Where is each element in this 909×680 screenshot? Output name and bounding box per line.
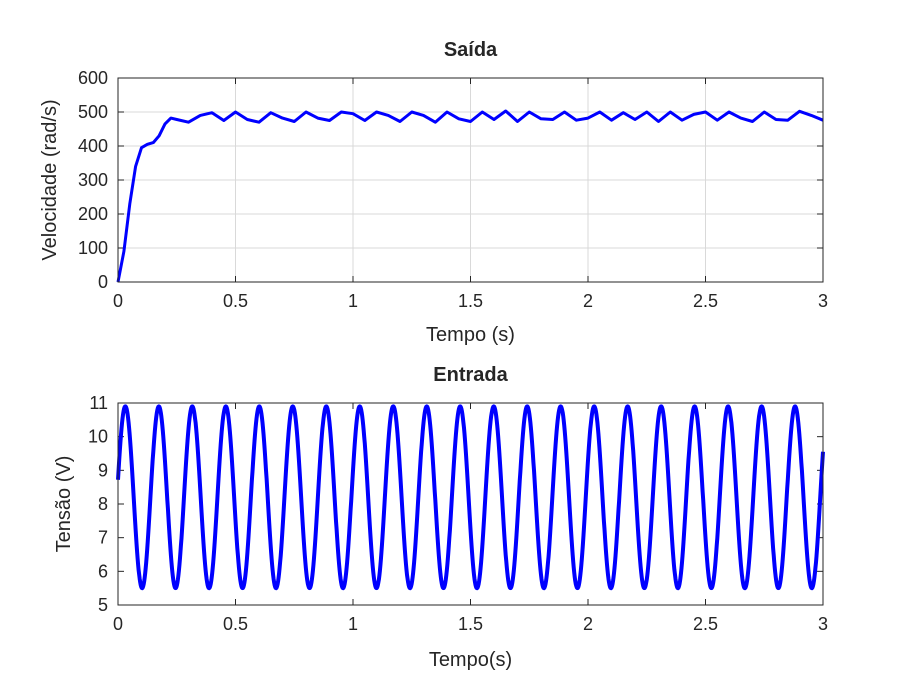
- chart-saida-title: Saída: [444, 39, 498, 61]
- x-tick-label: 0: [113, 614, 123, 634]
- x-tick-label: 1.5: [458, 614, 483, 634]
- y-tick-label: 400: [78, 136, 108, 156]
- y-tick-label: 9: [98, 460, 108, 480]
- chart-saida-x-label: Tempo (s): [426, 324, 515, 346]
- chart-entrada-line: [116, 404, 825, 591]
- x-tick-label: 2.5: [693, 291, 718, 311]
- y-tick-label: 500: [78, 102, 108, 122]
- chart-saida-frame: [117, 77, 824, 283]
- y-tick-label: 11: [89, 393, 108, 413]
- chart-entrada-frame: [117, 402, 824, 606]
- x-tick-label: 1.5: [458, 291, 483, 311]
- chart-entrada-y-ticks: 5 6 7 8 9 10 11: [88, 393, 823, 615]
- chart-saida-y-ticks: 0 100 200 300 400 500 600: [78, 68, 823, 292]
- x-tick-label: 0.5: [223, 614, 248, 634]
- y-tick-label: 600: [78, 68, 108, 88]
- y-tick-label: 5: [98, 595, 108, 615]
- y-tick-label: 300: [78, 170, 108, 190]
- y-tick-label: 8: [98, 494, 108, 514]
- chart-entrada-x-ticks: 0 0.5 1 1.5 2 2.5 3: [113, 403, 828, 634]
- x-tick-label: 2.5: [693, 614, 718, 634]
- x-tick-label: 2: [583, 291, 593, 311]
- chart-entrada-title: Entrada: [433, 364, 508, 386]
- chart-saida-y-label: Velocidade (rad/s): [39, 99, 61, 260]
- x-tick-label: 0.5: [223, 291, 248, 311]
- y-tick-label: 100: [78, 238, 108, 258]
- chart-entrada-x-label: Tempo(s): [429, 649, 512, 671]
- x-tick-label: 0: [113, 291, 123, 311]
- x-tick-label: 1: [348, 614, 358, 634]
- y-tick-label: 200: [78, 204, 108, 224]
- x-tick-label: 2: [583, 614, 593, 634]
- chart-saida-x-ticks: 0 0.5 1 1.5 2 2.5 3: [113, 78, 828, 311]
- y-tick-label: 6: [98, 561, 108, 581]
- x-tick-label: 1: [348, 291, 358, 311]
- y-tick-label: 10: [88, 427, 108, 447]
- x-tick-label: 3: [818, 614, 828, 634]
- y-tick-label: 0: [98, 272, 108, 292]
- x-tick-label: 3: [818, 291, 828, 311]
- chart-saida-line: [116, 109, 824, 283]
- y-tick-label: 7: [98, 528, 108, 548]
- chart-entrada: 0 0.5 1 1.5 2 2.5 3 5 6 7 8 9 10 11 Entrada Tempo(s)…: [53, 364, 828, 671]
- chart-entrada-y-label: Tensão (V): [53, 456, 75, 553]
